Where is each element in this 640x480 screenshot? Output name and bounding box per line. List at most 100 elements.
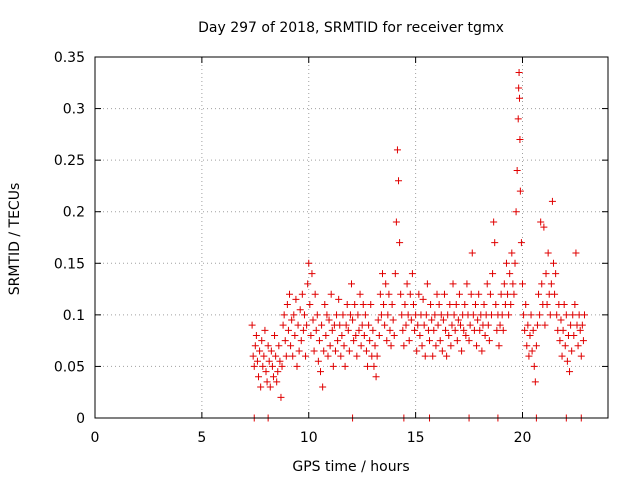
data-point (328, 326, 336, 334)
data-point (248, 321, 256, 329)
data-point (299, 326, 307, 334)
data-point (506, 270, 514, 278)
data-point (364, 362, 372, 370)
data-point (274, 368, 282, 376)
data-point (406, 290, 414, 298)
data-point (489, 270, 497, 278)
data-point (293, 362, 301, 370)
data-point (488, 311, 496, 319)
data-point (402, 321, 410, 329)
data-point (537, 218, 545, 226)
data-point (528, 347, 536, 355)
data-point (359, 301, 367, 309)
data-point (356, 290, 364, 298)
data-point (513, 166, 521, 174)
data-point (492, 301, 500, 309)
data-point (387, 342, 395, 350)
data-point (458, 347, 466, 355)
data-point (399, 326, 407, 334)
data-point (344, 326, 352, 334)
data-point (384, 311, 392, 319)
data-point (279, 321, 287, 329)
data-point (526, 331, 534, 339)
data-point (355, 326, 363, 334)
data-point (352, 331, 360, 339)
y-tick-label: 0.25 (54, 153, 85, 169)
data-point (578, 321, 586, 329)
data-point (385, 290, 393, 298)
data-point (580, 311, 588, 319)
data-point (567, 321, 575, 329)
data-point (571, 301, 579, 309)
data-point (338, 331, 346, 339)
data-point (398, 311, 406, 319)
data-point (351, 301, 359, 309)
data-point (305, 259, 313, 267)
data-point (287, 342, 295, 350)
data-point (288, 316, 296, 324)
data-point (400, 342, 408, 350)
data-point (568, 347, 576, 355)
data-point (435, 301, 443, 309)
data-point (473, 342, 481, 350)
data-point (443, 352, 451, 360)
data-point (560, 301, 568, 309)
data-point (514, 115, 522, 123)
data-point (357, 342, 365, 350)
data-point (536, 311, 544, 319)
data-point (261, 326, 269, 334)
data-point (268, 362, 276, 370)
data-point (481, 331, 489, 339)
data-point (278, 362, 286, 370)
data-point (327, 290, 335, 298)
data-point (448, 321, 456, 329)
data-point (428, 316, 436, 324)
data-point (442, 326, 450, 334)
data-point (431, 311, 439, 319)
data-point (433, 290, 441, 298)
data-point (308, 270, 316, 278)
data-point (444, 311, 452, 319)
data-point (507, 301, 515, 309)
data-point (453, 337, 461, 345)
data-point (323, 311, 331, 319)
data-point (427, 301, 435, 309)
axis-ticks: 0 5 10 15 20 0 0.05 0.1 0.15 0.2 0.25 0.3 0.35 (54, 50, 608, 446)
x-tick-label: 0 (91, 430, 100, 446)
data-point (280, 311, 288, 319)
data-point (504, 290, 512, 298)
data-point (267, 347, 275, 355)
data-point (358, 321, 366, 329)
data-point (521, 326, 529, 334)
data-point (372, 373, 380, 381)
data-point (377, 311, 385, 319)
data-point (353, 352, 361, 360)
data-point (530, 362, 538, 370)
data-point (281, 337, 289, 345)
data-point (337, 352, 345, 360)
data-point (306, 301, 314, 309)
data-point (566, 368, 574, 376)
data-point (397, 290, 405, 298)
data-point (348, 280, 355, 288)
data-point (449, 280, 457, 288)
data-point (520, 311, 528, 319)
data-point (495, 342, 503, 350)
data-point (460, 326, 468, 334)
data-point (333, 311, 341, 319)
data-point (257, 383, 265, 391)
data-point (440, 290, 448, 298)
data-point (497, 290, 505, 298)
data-point (548, 197, 556, 205)
data-point (476, 326, 484, 334)
data-point (343, 301, 351, 309)
data-point (533, 321, 541, 329)
data-point (310, 347, 318, 355)
data-point (252, 331, 260, 339)
data-point (307, 331, 315, 339)
data-point (430, 326, 438, 334)
data-point (408, 270, 416, 278)
data-point (563, 357, 571, 365)
data-point (395, 177, 403, 185)
y-tick-label: 0.1 (63, 308, 85, 324)
